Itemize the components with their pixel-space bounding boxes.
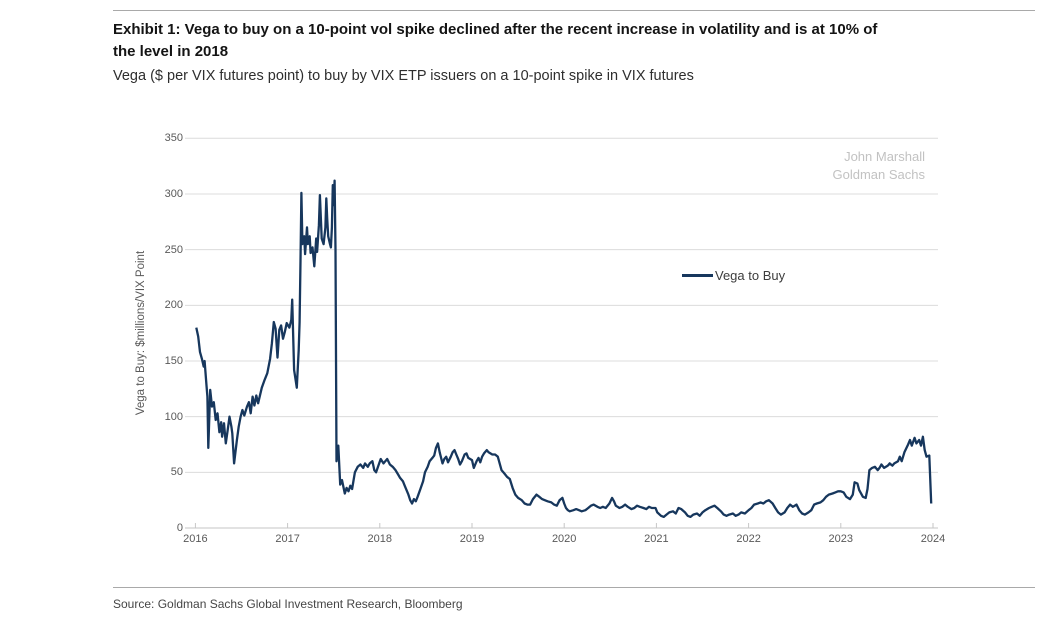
x-tick-label: 2023 bbox=[828, 533, 854, 545]
y-tick-label: 300 bbox=[164, 187, 183, 200]
top-divider bbox=[113, 10, 1035, 11]
y-tick-label: 100 bbox=[164, 410, 183, 423]
x-tick-label: 2020 bbox=[551, 533, 577, 545]
x-tick-label: 2024 bbox=[920, 533, 946, 545]
exhibit-title-line2: the level in 2018 bbox=[113, 43, 229, 60]
legend-line-swatch bbox=[682, 273, 713, 277]
exhibit-title: Exhibit 1: Vega to buy on a 10-point vol… bbox=[113, 19, 1008, 63]
x-tick-label: 2018 bbox=[367, 533, 393, 545]
y-tick-label: 350 bbox=[164, 132, 183, 145]
y-axis-title: Vega to Buy: $millions/VIX Point bbox=[135, 250, 147, 416]
exhibit-subtitle: Vega ($ per VIX futures point) to buy by… bbox=[113, 68, 694, 84]
legend: Vega to Buy bbox=[682, 267, 786, 283]
y-tick-label: 50 bbox=[170, 466, 183, 479]
bottom-divider bbox=[113, 587, 1035, 588]
source-note: Source: Goldman Sachs Global Investment … bbox=[113, 597, 463, 611]
vega-to-buy-line bbox=[195, 179, 933, 519]
watermark-line1: John Marshall bbox=[844, 149, 925, 164]
x-tick-label: 2019 bbox=[459, 533, 485, 545]
legend-label: Vega to Buy bbox=[715, 267, 786, 283]
y-tick-label: 150 bbox=[164, 354, 183, 367]
watermark-line2: Goldman Sachs bbox=[832, 167, 926, 182]
x-tick-label: 2022 bbox=[736, 533, 761, 545]
y-tick-label: 250 bbox=[164, 243, 183, 256]
x-tick-label: 2017 bbox=[275, 533, 300, 545]
x-tick-label: 2021 bbox=[644, 533, 669, 545]
exhibit-title-line1: Exhibit 1: Vega to buy on a 10-point vol… bbox=[113, 21, 878, 38]
y-tick-label: 200 bbox=[164, 299, 183, 312]
author-watermark: John Marshall Goldman Sachs bbox=[833, 148, 926, 184]
x-tick-label: 2016 bbox=[183, 533, 208, 545]
y-tick-label: 0 bbox=[176, 522, 183, 534]
